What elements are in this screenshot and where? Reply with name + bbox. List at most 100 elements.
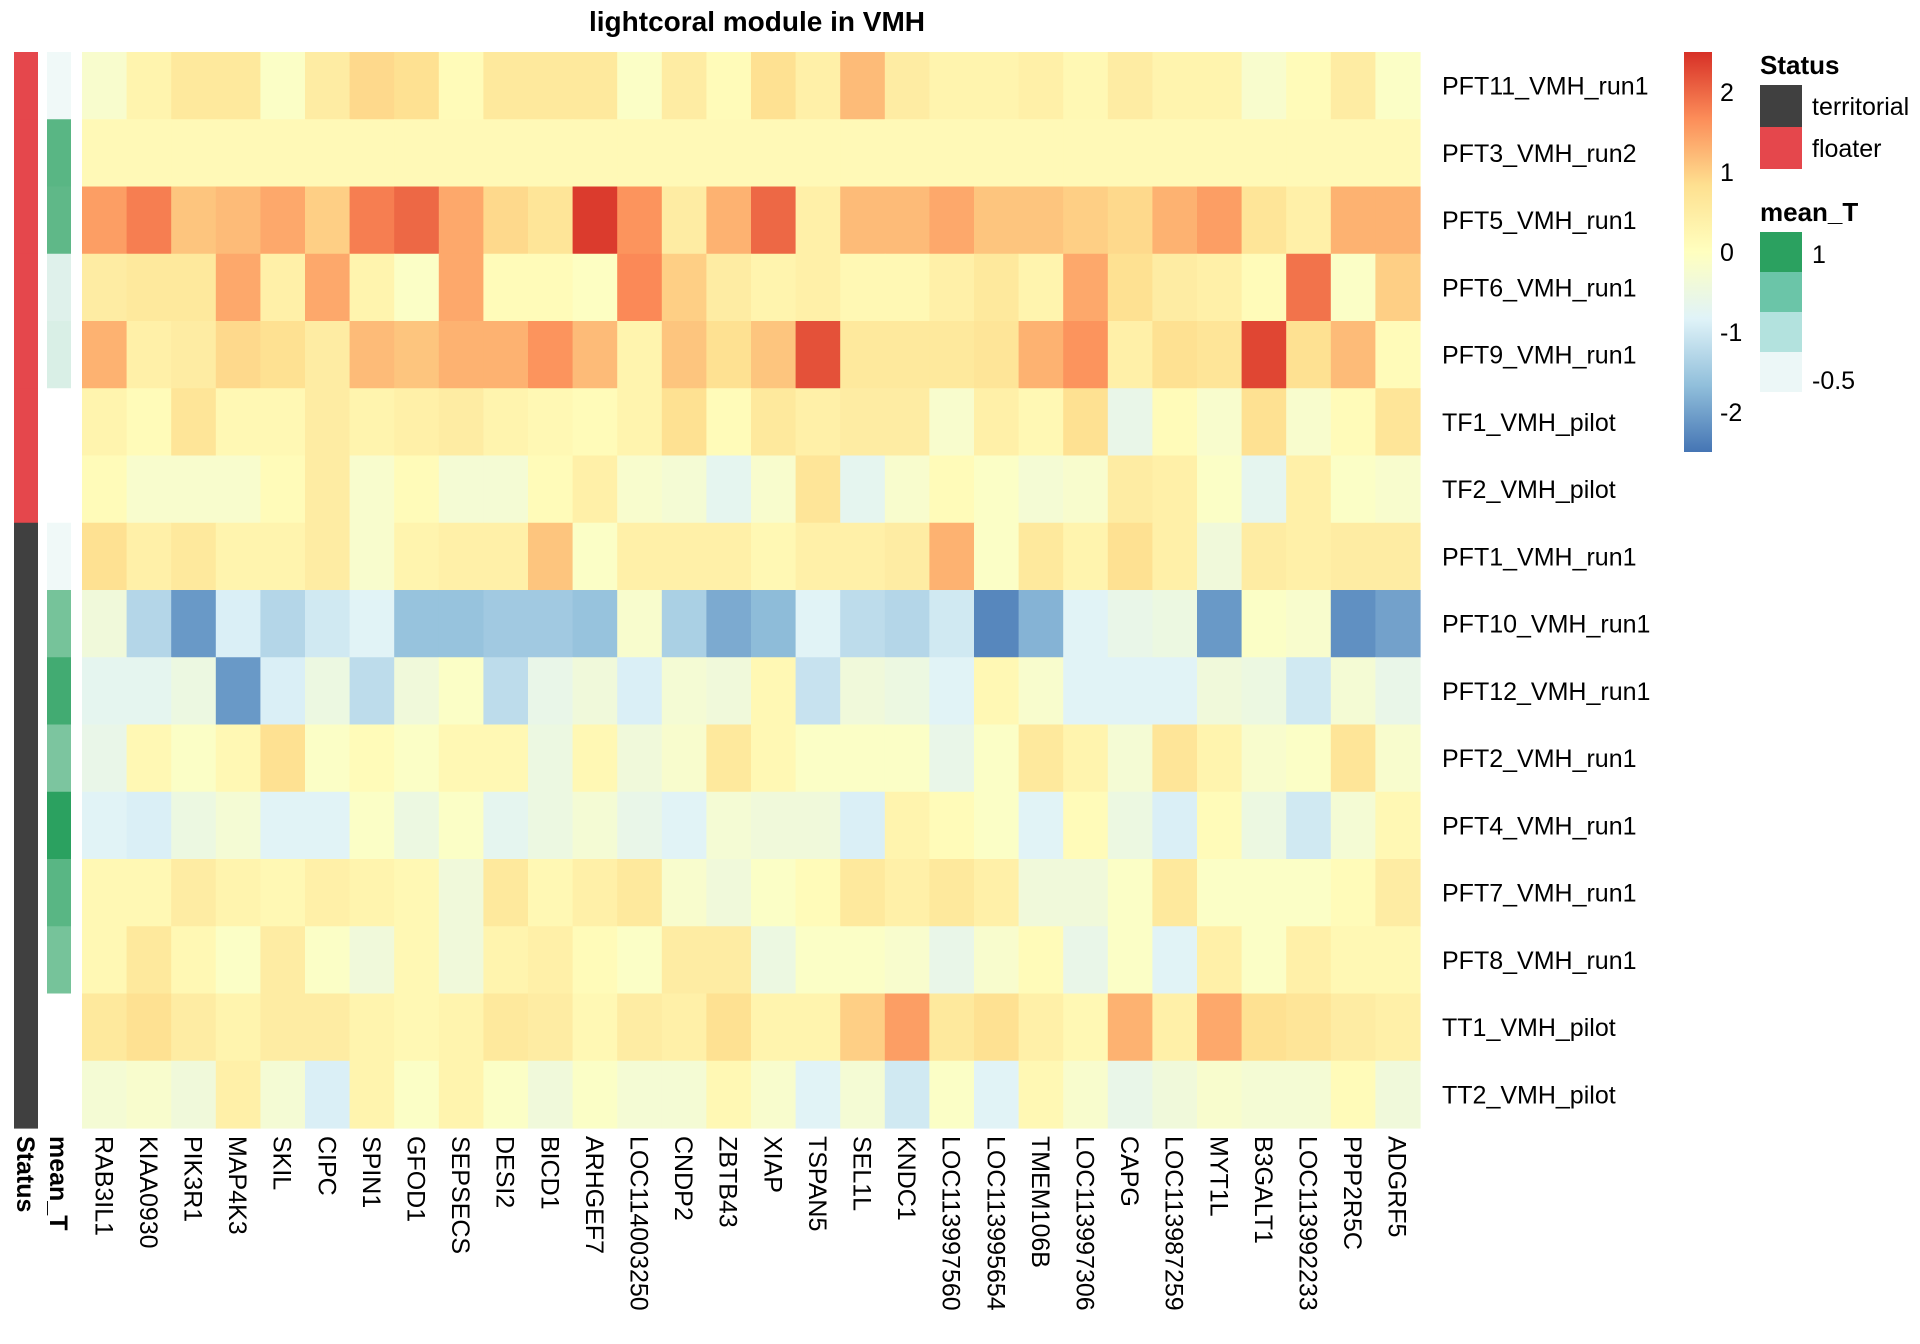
row-label: PFT2_VMH_run1 xyxy=(1442,745,1637,773)
heatmap-cell xyxy=(349,186,395,255)
heatmap-cell xyxy=(1152,253,1198,322)
heatmap-cell xyxy=(929,926,975,995)
heatmap-cell xyxy=(706,926,752,995)
heatmap-cell xyxy=(974,791,1020,860)
heatmap-cell xyxy=(1375,253,1421,322)
heatmap-cell xyxy=(215,791,261,860)
heatmap-cell xyxy=(528,186,574,255)
heatmap-cell xyxy=(305,926,351,995)
heatmap-cell xyxy=(706,657,752,726)
heatmap-cell xyxy=(394,926,440,995)
heatmap-cell xyxy=(82,1060,128,1129)
heatmap-cell xyxy=(171,186,217,255)
heatmap-cell xyxy=(751,926,797,995)
heatmap-cell xyxy=(1063,791,1109,860)
heatmap-cell xyxy=(840,186,886,255)
heatmap-cell xyxy=(974,859,1020,927)
heatmap-cell xyxy=(260,993,306,1062)
heatmap-cell xyxy=(1375,321,1421,389)
heatmap-cell xyxy=(617,590,663,658)
heatmap-cell xyxy=(528,724,574,793)
heatmap-cell xyxy=(1063,52,1109,120)
heatmap-cell xyxy=(126,186,172,255)
heatmap-cell xyxy=(1197,321,1243,389)
heatmap-cell xyxy=(1018,253,1064,322)
heatmap-cell xyxy=(884,52,930,120)
status-annotation-cell xyxy=(14,186,38,255)
column-label: BICD1 xyxy=(535,1136,563,1210)
heatmap-cell xyxy=(751,321,797,389)
heatmap-cell xyxy=(1107,388,1153,457)
heatmap-cell xyxy=(706,253,752,322)
row-label: TF2_VMH_pilot xyxy=(1442,476,1616,504)
heatmap-cell xyxy=(349,791,395,860)
heatmap-cell xyxy=(840,859,886,927)
heatmap-cell xyxy=(617,455,663,524)
heatmap-cell xyxy=(215,186,261,255)
heatmap-cell xyxy=(215,926,261,995)
status-annotation-cell xyxy=(14,791,38,860)
heatmap-cell xyxy=(1152,321,1198,389)
heatmap-cell xyxy=(1330,321,1376,389)
column-label: DESI2 xyxy=(491,1136,519,1208)
heatmap-cell xyxy=(751,455,797,524)
heatmap-cell xyxy=(1018,455,1064,524)
heatmap-cell xyxy=(1241,455,1287,524)
heatmap-cell xyxy=(82,791,128,860)
heatmap-cell xyxy=(706,186,752,255)
heatmap-cell xyxy=(215,724,261,793)
heatmap-cell xyxy=(1152,791,1198,860)
heatmap-cell xyxy=(528,253,574,322)
heatmap-cell xyxy=(82,455,128,524)
heatmap-cell xyxy=(528,926,574,995)
heatmap-cell xyxy=(1286,119,1332,188)
heatmap-cell xyxy=(1241,522,1287,591)
heatmap-cell xyxy=(305,859,351,927)
heatmap-cell xyxy=(483,455,529,524)
heatmap-cell xyxy=(884,657,930,726)
heatmap-cell xyxy=(126,859,172,927)
heatmap-cell xyxy=(929,859,975,927)
heatmap-cell xyxy=(483,321,529,389)
heatmap-cell xyxy=(840,791,886,860)
heatmap-cell xyxy=(1197,52,1243,120)
heatmap-cell xyxy=(215,455,261,524)
heatmap-cell xyxy=(438,119,484,188)
mean-t-legend: mean_T 1 -0.5 xyxy=(1760,197,1858,395)
heatmap-cell xyxy=(1152,1060,1198,1129)
heatmap-cell xyxy=(82,321,128,389)
heatmap-cell xyxy=(572,119,618,188)
heatmap-cell xyxy=(706,455,752,524)
heatmap-cell xyxy=(1107,724,1153,793)
heatmap-cell xyxy=(1286,926,1332,995)
status-annotation-cell xyxy=(14,522,38,591)
heatmap-cell xyxy=(617,993,663,1062)
heatmap-cell xyxy=(1375,119,1421,188)
status-annotation-cell xyxy=(14,926,38,995)
heatmap-cell xyxy=(171,724,217,793)
heatmap-cell xyxy=(706,791,752,860)
row-label: PFT1_VMH_run1 xyxy=(1442,543,1637,571)
heatmap-cell xyxy=(126,926,172,995)
heatmap-cell xyxy=(528,52,574,120)
heatmap-cell xyxy=(528,388,574,457)
heatmap-cell xyxy=(349,119,395,188)
heatmap-cell xyxy=(706,388,752,457)
heatmap-cell xyxy=(840,993,886,1062)
heatmap-cell xyxy=(260,186,306,255)
heatmap-cell xyxy=(1107,52,1153,120)
status-legend-swatch xyxy=(1760,127,1802,169)
heatmap-cell xyxy=(1018,657,1064,726)
mean-t-annotation-cell xyxy=(47,590,71,658)
heatmap-cell xyxy=(394,52,440,120)
heatmap-cell xyxy=(706,724,752,793)
heatmap-cell xyxy=(305,52,351,120)
heatmap-cell xyxy=(82,253,128,322)
heatmap-cell xyxy=(1107,186,1153,255)
heatmap-cell xyxy=(1197,253,1243,322)
heatmap-cell xyxy=(1063,993,1109,1062)
heatmap-cell xyxy=(572,52,618,120)
heatmap-cell xyxy=(1241,724,1287,793)
heatmap-cell xyxy=(305,993,351,1062)
heatmap-cell xyxy=(1330,388,1376,457)
